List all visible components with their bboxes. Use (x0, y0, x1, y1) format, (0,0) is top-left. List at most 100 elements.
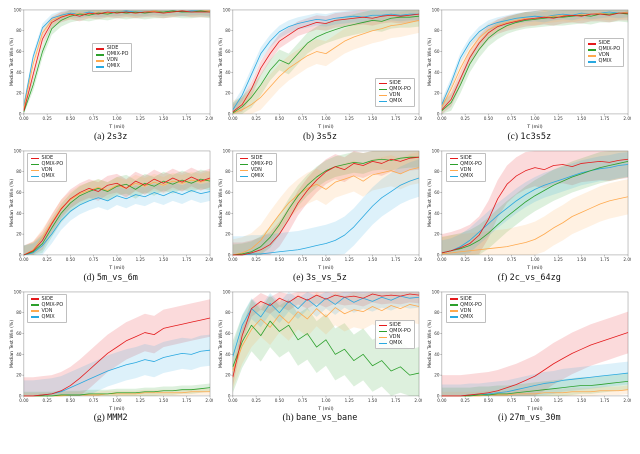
svg-text:1.25: 1.25 (135, 116, 145, 121)
svg-text:1.00: 1.00 (112, 116, 122, 121)
svg-text:1.75: 1.75 (182, 397, 192, 402)
svg-text:60: 60 (225, 190, 231, 195)
svg-text:0.75: 0.75 (507, 116, 517, 121)
legend-item-side: SIDE (31, 156, 63, 161)
svg-text:40: 40 (16, 351, 22, 356)
svg-text:1.25: 1.25 (554, 257, 564, 262)
svg-text:T (mil): T (mil) (527, 124, 544, 130)
svg-text:40: 40 (16, 70, 22, 75)
legend-item-side: SIDE (96, 46, 128, 51)
legend-label: VDN (389, 333, 401, 340)
caption-name: 3s5z (316, 131, 337, 142)
legend-swatch-side (96, 48, 105, 50)
svg-text:1.25: 1.25 (345, 116, 355, 121)
svg-text:1.25: 1.25 (554, 116, 564, 121)
svg-text:T (mil): T (mil) (108, 124, 125, 130)
svg-text:Median Test Win (%): Median Test Win (%) (427, 319, 433, 367)
svg-text:1.75: 1.75 (600, 257, 610, 262)
svg-text:1.00: 1.00 (112, 257, 122, 262)
svg-text:1.25: 1.25 (135, 397, 145, 402)
svg-text:2.00: 2.00 (205, 257, 213, 262)
svg-text:40: 40 (435, 70, 441, 75)
line-chart-bane-vs-bane: 0.00 0.25 0.50 0.75 1.00 1.25 1.50 1.75 2.00 0 20 4… (218, 289, 422, 411)
legend-item-qmix: QMIX (588, 59, 620, 64)
svg-text:100: 100 (223, 148, 231, 153)
legend-swatch-qmix (449, 316, 458, 319)
subplot-5m-vs-6m: 0.00 0.25 0.50 0.75 1.00 1.25 1.50 1.75 2.00 0 20 4… (8, 147, 213, 283)
svg-text:2.00: 2.00 (414, 397, 422, 402)
svg-text:60: 60 (435, 190, 441, 195)
legend-swatch-qmix-po (378, 88, 387, 91)
chart-legend: SIDE QMIX-PO VDN QMIX (27, 293, 68, 323)
legend-label: VDN (41, 167, 53, 173)
svg-text:Median Test Win (%): Median Test Win (%) (218, 319, 224, 367)
svg-text:100: 100 (432, 7, 440, 12)
svg-text:1.75: 1.75 (182, 116, 192, 121)
legend-item-vdn: VDN (588, 53, 620, 58)
svg-text:80: 80 (16, 169, 22, 174)
plot-area-3s-vs-5z: 0.00 0.25 0.50 0.75 1.00 1.25 1.50 1.75 2.00 0 20 4… (218, 147, 422, 272)
legend-swatch-qmix-po (240, 163, 249, 166)
legend-item-qmix-po: QMIX-PO (588, 47, 620, 52)
svg-text:0.25: 0.25 (461, 257, 471, 262)
chart-legend: SIDE QMIX-PO VDN QMIX (445, 293, 486, 323)
legend-swatch-qmix-po (449, 304, 458, 307)
line-chart-1c3s5z: 0.00 0.25 0.50 0.75 1.00 1.25 1.50 1.75 2.00 0 20 4… (427, 7, 631, 130)
svg-text:1.50: 1.50 (159, 257, 169, 262)
svg-text:100: 100 (13, 7, 21, 12)
svg-text:1.50: 1.50 (159, 116, 169, 121)
chart-legend: SIDE QMIX-PO VDN QMIX (374, 78, 415, 108)
legend-label: QMIX-PO (460, 161, 482, 167)
legend-label: QMIX (598, 58, 612, 65)
svg-text:2.00: 2.00 (624, 397, 632, 402)
svg-text:0.00: 0.00 (438, 397, 448, 402)
svg-text:1.75: 1.75 (391, 397, 401, 402)
plot-area-2c-vs-64zg: 0.00 0.25 0.50 0.75 1.00 1.25 1.50 1.75 2.00 0 20 4… (427, 147, 631, 272)
svg-text:0.25: 0.25 (461, 116, 471, 121)
svg-text:80: 80 (16, 310, 22, 315)
svg-text:2.00: 2.00 (205, 116, 213, 121)
legend-item-side: SIDE (378, 81, 411, 86)
legend-item-vdn: VDN (96, 58, 128, 63)
legend-item-side: SIDE (449, 156, 482, 161)
svg-text:T (mil): T (mil) (527, 405, 544, 411)
legend-swatch-qmix (378, 342, 387, 345)
svg-text:100: 100 (223, 7, 231, 12)
caption-name: MMM2 (107, 413, 128, 424)
legend-swatch-qmix-po (449, 163, 458, 166)
legend-item-vdn: VDN (378, 333, 411, 340)
svg-text:Median Test Win (%): Median Test Win (%) (218, 178, 224, 226)
legend-label: QMIX (41, 313, 55, 320)
svg-text:0: 0 (19, 111, 22, 116)
legend-item-vdn: VDN (31, 168, 63, 173)
svg-text:Median Test Win (%): Median Test Win (%) (427, 178, 433, 226)
legend-label: QMIX (41, 173, 55, 179)
legend-label: VDN (460, 307, 472, 314)
legend-swatch-side (31, 157, 40, 160)
legend-swatch-side (449, 157, 458, 160)
legend-item-qmix: QMIX (449, 314, 482, 320)
legend-label: VDN (460, 167, 472, 173)
legend-item-qmix-po: QMIX-PO (31, 162, 63, 167)
svg-text:1.00: 1.00 (531, 397, 541, 402)
svg-text:20: 20 (16, 372, 22, 377)
legend-item-side: SIDE (31, 296, 63, 302)
svg-text:80: 80 (435, 310, 441, 315)
legend-label: QMIX (250, 173, 264, 179)
svg-text:0.50: 0.50 (484, 257, 494, 262)
svg-text:2.00: 2.00 (414, 116, 422, 121)
svg-text:80: 80 (225, 28, 231, 33)
svg-text:Median Test Win (%): Median Test Win (%) (427, 38, 433, 86)
svg-text:40: 40 (435, 211, 441, 216)
svg-text:0.25: 0.25 (251, 257, 261, 262)
legend-item-side: SIDE (378, 322, 411, 328)
legend-item-qmix: QMIX (378, 340, 411, 346)
chart-caption: (c) 1c3s5z (508, 132, 552, 142)
svg-text:0.50: 0.50 (275, 116, 285, 121)
caption-label: (h) (282, 413, 294, 424)
legend-label: QMIX-PO (460, 301, 482, 308)
caption-label: (d) (83, 272, 95, 283)
svg-text:0.00: 0.00 (438, 116, 448, 121)
svg-text:Median Test Win (%): Median Test Win (%) (218, 38, 224, 86)
svg-text:0.25: 0.25 (42, 116, 52, 121)
